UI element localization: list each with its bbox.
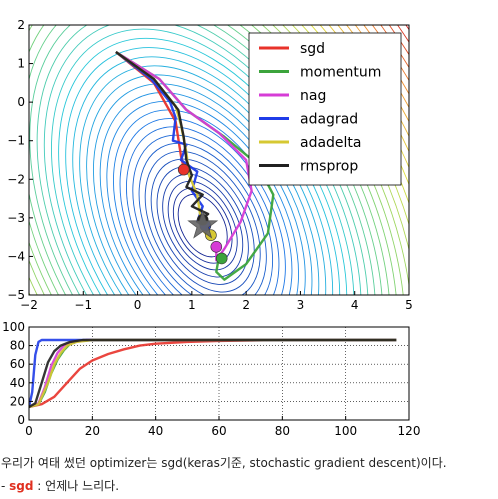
top-x-tick-label: 3 [297,298,305,312]
bottom-x-tick-label: 100 [334,424,357,438]
top-x-tick-label: 2 [242,298,250,312]
contour-line [150,158,255,293]
end-marker-nag [210,241,223,253]
contour-line [106,100,300,295]
legend-items: sgd momentum nag adagrad adadelta rmsprop [259,41,381,175]
top-y-tick-label: −2 [7,172,25,186]
legend-label-adadelta: adadelta [300,135,362,151]
bottom-x-tick-label: 0 [25,424,33,438]
legend-label-momentum: momentum [300,65,381,81]
bottom-y-tick-label: 0 [17,413,25,427]
minimum-star [187,209,219,239]
top-y-tick-label: 0 [17,95,25,109]
caption-note: : 언제나 느리다. [33,479,120,493]
top-series-group [115,50,275,281]
legend-label-nag: nag [300,88,326,104]
contour-line [156,166,249,285]
caption-dash: - [1,479,10,493]
bottom-series-group [29,338,397,409]
top-x-tick-label: 0 [134,298,142,312]
top-y-tick-label: −4 [7,249,25,263]
legend-label-sgd: sgd [300,41,325,57]
top-y-tick-label: −3 [7,211,25,225]
contour-line [138,142,267,295]
top-x-tick-label: 5 [405,298,413,312]
bottom-axis-ticks: 0 20 40 60 80 100 120 100 80 60 40 20 0 [2,320,420,438]
top-plot-frame [28,24,410,296]
bottom-y-tick-label: 40 [10,376,25,390]
bottom-x-tick-label: 40 [148,424,163,438]
bottom-y-tick-label: 80 [10,339,25,353]
accuracy-rmsprop [29,338,397,409]
top-y-tick-label: −1 [7,134,25,148]
bottom-x-tick-label: 120 [398,424,421,438]
top-x-tick-label: −1 [74,298,92,312]
bottom-x-tick-label: 60 [211,424,226,438]
top-x-tick-label: 1 [188,298,196,312]
legend-label-adagrad: adagrad [300,112,358,128]
bottom-y-tick-label: 20 [10,394,25,408]
figure: −2 −1 0 1 2 3 4 5 2 1 0 −1 −2 −3 −4 −5 sgd momentum nag ad… [2,18,420,438]
top-chart: −2 −1 0 1 2 3 4 5 2 1 0 −1 −2 −3 −4 −5 sgd momentum nag ad… [7,18,413,312]
top-axis-ticks: −2 −1 0 1 2 3 4 5 2 1 0 −1 −2 −3 −4 −5 [7,18,413,312]
contour-line [125,126,280,295]
bottom-x-tick-label: 80 [275,424,290,438]
legend: sgd momentum nag adagrad adadelta rmsprop [248,32,402,186]
bottom-x-tick-label: 20 [85,424,100,438]
legend-box [248,32,402,186]
contour-line [162,173,244,278]
top-y-tick-label: −5 [7,288,25,302]
legend-label-rmsprop: rmsprop [300,159,358,175]
bottom-y-tick-label: 60 [10,357,25,371]
top-y-tick-label: 1 [17,57,25,71]
contour-line [167,180,238,271]
contour-line [119,118,286,295]
contour-line [29,25,409,295]
top-x-tick-label: 4 [351,298,359,312]
top-y-tick-label: 2 [17,18,25,32]
caption-line-1: 우리가 여태 썼던 optimizer는 sgd(keras기준, stocha… [1,456,447,470]
trajectory-adagrad [115,51,209,231]
contour-line [132,134,274,295]
top-x-tick-label: −2 [20,298,38,312]
bottom-y-tick-label: 100 [2,320,25,334]
end-marker-momentum [215,252,228,265]
bottom-chart: 0 20 40 60 80 100 120 100 80 60 40 20 0 [2,320,420,438]
caption-sgd: sgd [9,479,34,493]
caption-line-2: - sgd : 언제나 느리다. [1,477,119,494]
end-marker-sgd [177,163,190,176]
